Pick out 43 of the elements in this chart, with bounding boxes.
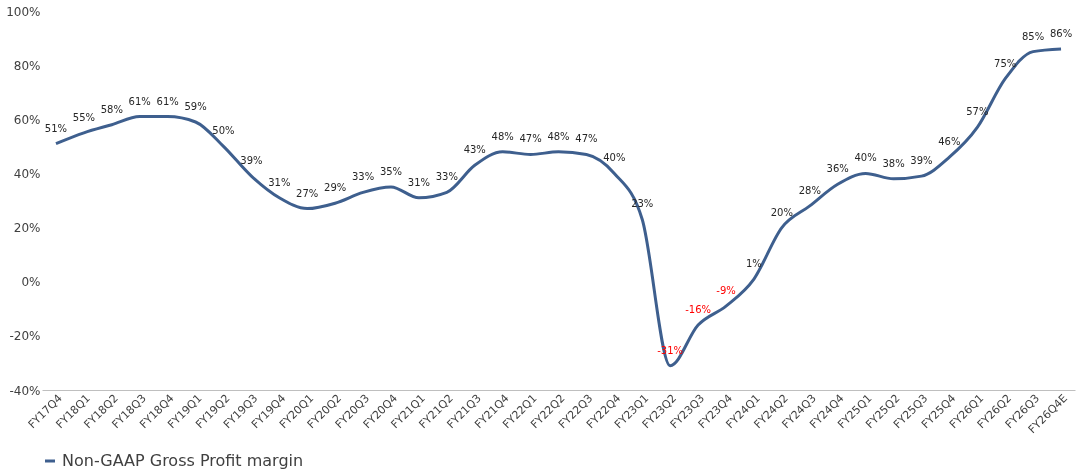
text: 31% [407, 176, 431, 188]
text: 46% [938, 136, 961, 148]
text: 55% [72, 111, 95, 123]
text: 1% [745, 258, 762, 270]
text: 50% [212, 125, 235, 137]
y-tick-label: -20% [9, 329, 41, 344]
text: 47% [575, 133, 598, 145]
text: 39% [240, 155, 263, 167]
text: 48% [547, 130, 570, 142]
text: 58% [100, 103, 123, 115]
text: 33% [351, 171, 375, 183]
y-tick-label: 60% [13, 112, 41, 127]
text: 31% [268, 176, 291, 188]
y-tick-label: 40% [13, 166, 41, 181]
text: 85% [1022, 30, 1045, 42]
text: 86% [1049, 27, 1073, 39]
text: 51% [44, 122, 68, 134]
text: 39% [910, 155, 933, 167]
y-tick-label: 20% [13, 221, 41, 236]
text: 48% [491, 130, 514, 142]
text: 75% [994, 57, 1017, 69]
y-tick-label: 0% [21, 275, 41, 290]
text: 40% [603, 152, 626, 164]
text: 35% [379, 165, 403, 177]
text: 40% [854, 152, 877, 164]
text: -9% [716, 285, 736, 297]
text: 38% [882, 157, 905, 169]
text: 43% [463, 144, 486, 156]
text: 33% [435, 171, 458, 183]
y-tick-label: -40% [9, 383, 41, 398]
text: -16% [685, 304, 712, 316]
text: 27% [296, 187, 319, 199]
text: 29% [324, 182, 347, 194]
text: 59% [184, 100, 207, 112]
y-tick-label: 100% [6, 4, 41, 19]
text: 28% [798, 184, 821, 196]
y-tick-label: 80% [13, 58, 41, 73]
text: 20% [770, 206, 793, 218]
text: 61% [128, 95, 151, 107]
text: 47% [519, 133, 542, 145]
text: 36% [826, 163, 849, 175]
legend-label: Non-GAAP Gross Profit margin [62, 451, 304, 470]
text: 61% [156, 95, 179, 107]
